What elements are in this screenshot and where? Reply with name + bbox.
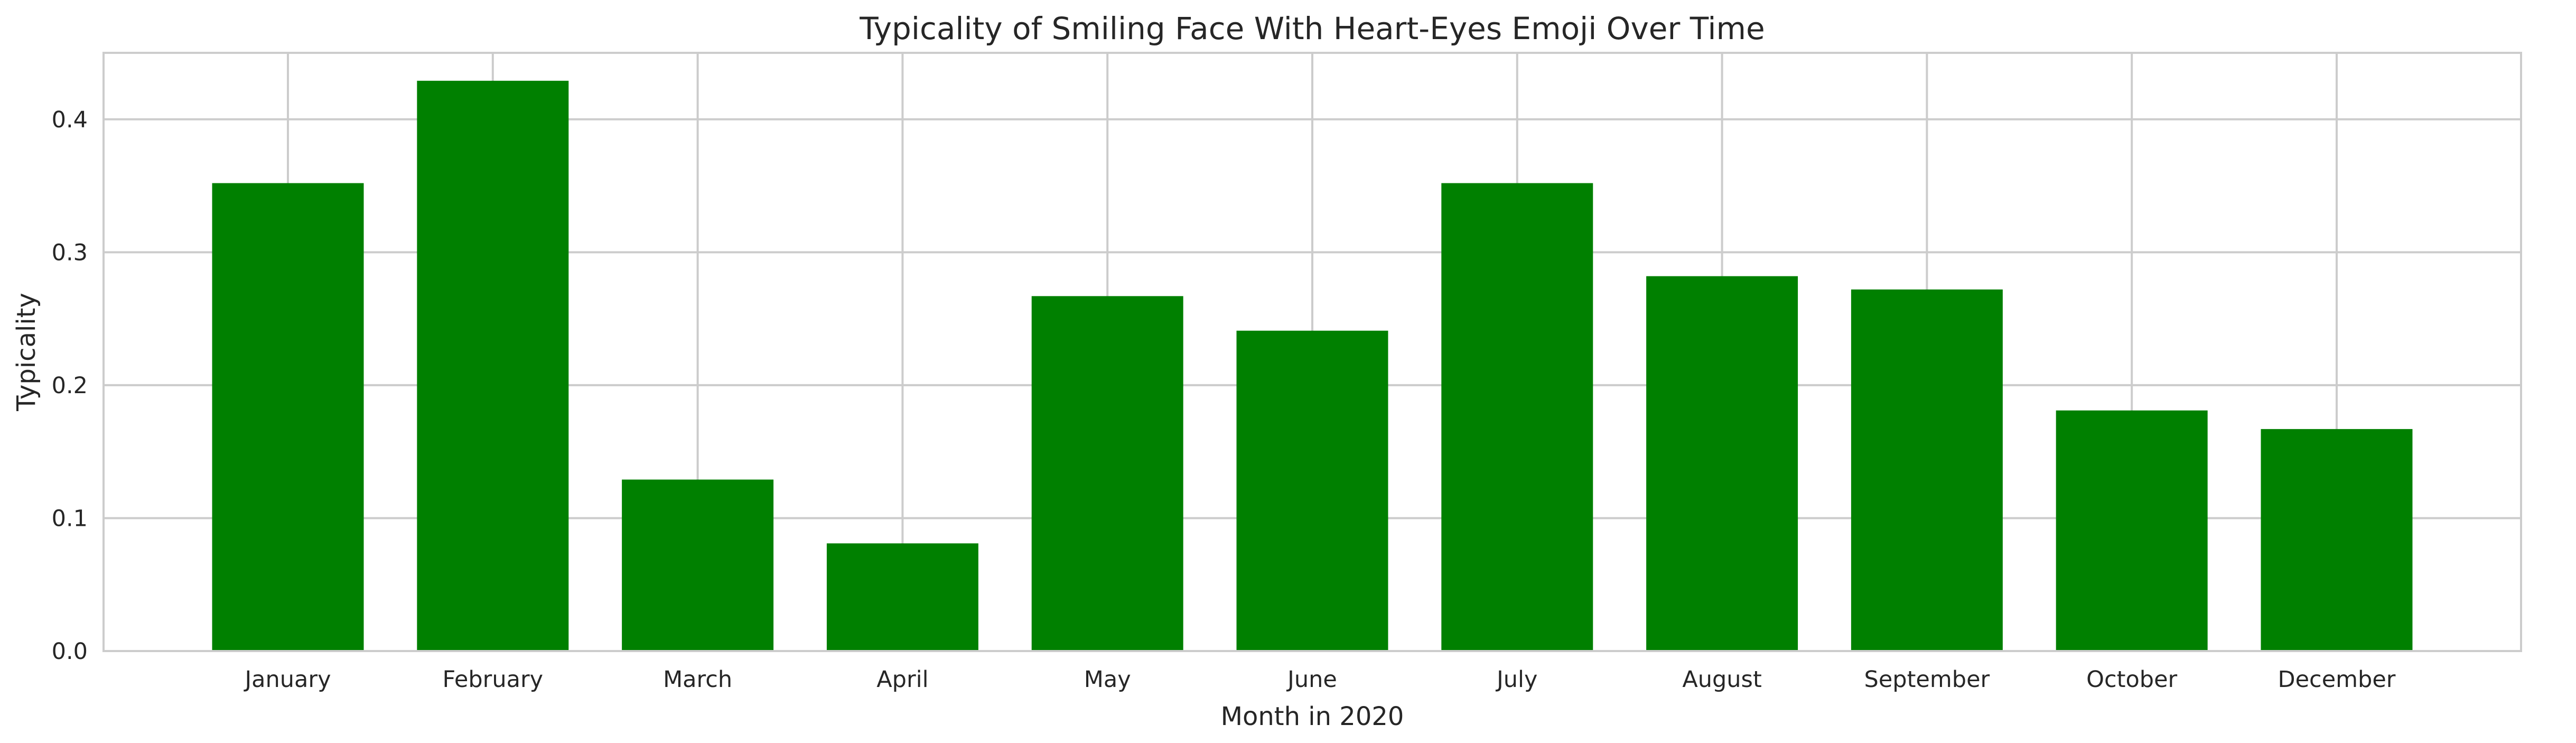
y-tick-label: 0.1 xyxy=(52,505,88,532)
bar-february xyxy=(417,80,569,651)
x-tick-label: April xyxy=(876,666,928,693)
x-tick-label: August xyxy=(1682,666,1761,693)
y-axis-label: Typicality xyxy=(12,293,41,412)
x-tick-label: May xyxy=(1084,666,1131,693)
x-tick-label: October xyxy=(2086,666,2177,693)
x-tick-labels: January February March April May June July Augu… xyxy=(244,666,2396,693)
bar-august xyxy=(1646,276,1798,651)
bar-july xyxy=(1441,183,1593,652)
bar-march xyxy=(622,479,774,651)
y-tick-label: 0.3 xyxy=(52,239,88,266)
y-tick-label: 0.4 xyxy=(52,107,88,133)
x-tick-label: March xyxy=(663,666,732,693)
x-tick-label: June xyxy=(1286,666,1337,693)
bar-october xyxy=(2056,410,2208,651)
x-tick-label: February xyxy=(443,666,544,693)
bar-april xyxy=(826,543,978,651)
x-tick-label: December xyxy=(2278,666,2395,693)
bar-september xyxy=(1851,289,2003,651)
y-tick-labels: 0.0 0.1 0.2 0.3 0.4 xyxy=(52,107,88,665)
x-tick-label: July xyxy=(1495,666,1537,693)
x-tick-label: January xyxy=(244,666,331,693)
y-tick-label: 0.0 xyxy=(52,638,88,665)
plot-frame xyxy=(102,52,2522,652)
bar-june xyxy=(1236,330,1388,651)
bar-december xyxy=(2261,429,2413,651)
bar-may xyxy=(1031,296,1183,651)
bars xyxy=(212,80,2413,652)
x-tick-label: September xyxy=(1864,666,1990,693)
y-tick-label: 0.2 xyxy=(52,373,88,399)
bar-january xyxy=(212,183,364,652)
chart-title: Typicality of Smiling Face With Heart-Ey… xyxy=(859,11,1765,47)
x-axis-label: Month in 2020 xyxy=(1221,702,1404,731)
